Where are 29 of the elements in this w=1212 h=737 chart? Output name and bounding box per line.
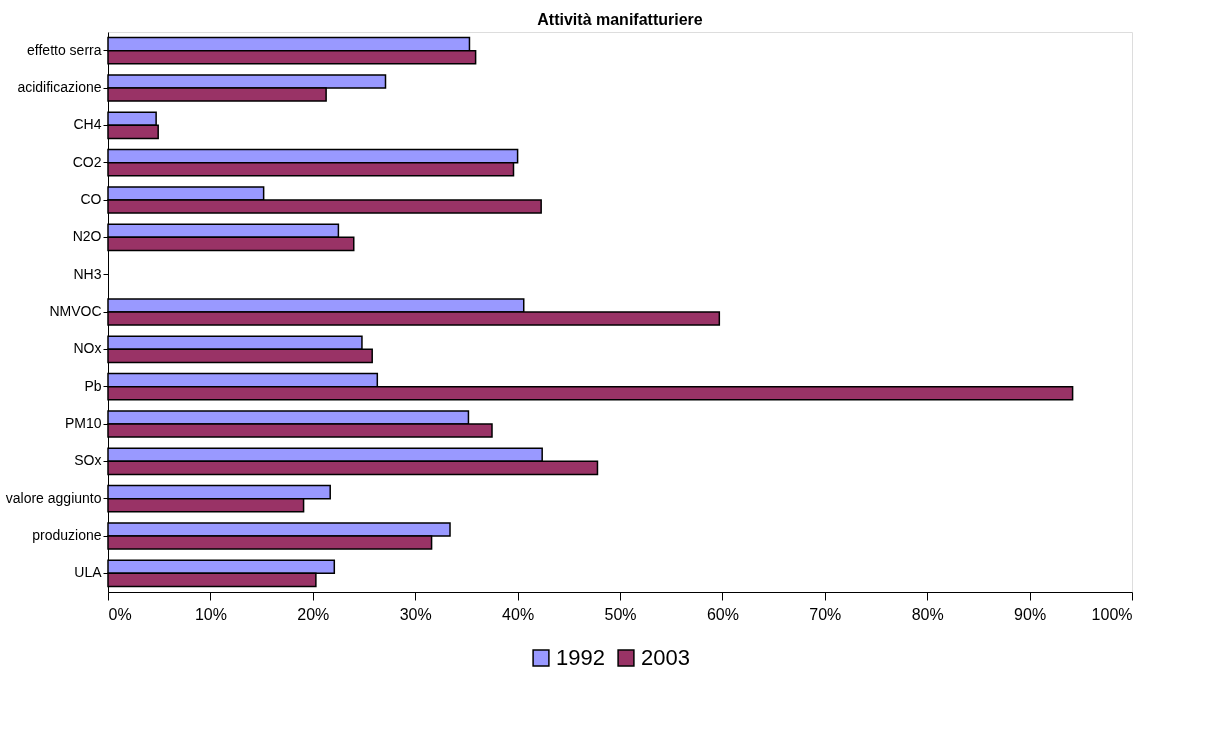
y-tick-label: PM10 [64,415,102,431]
legend-label: 1992 [556,645,605,670]
x-tick-label: 0% [108,605,132,623]
y-tick-label: effetto serra [27,41,102,58]
y-tick-label: CH4 [73,116,102,133]
y-tick-label: ULA [74,564,103,581]
y-tick-label: CO2 [72,153,102,170]
y-tick-label: Pb [84,377,102,394]
x-tick-label: 70% [809,605,842,623]
x-tick-label: 100% [1091,605,1133,623]
chart-title: Attività manifatturiere [537,11,703,28]
x-tick-label: 80% [911,605,944,623]
y-tick-label: acidificazione [17,79,102,95]
x-tick-label: 10% [194,605,227,623]
y-tick-label: CO [80,191,102,207]
y-tick-label: NH3 [73,265,102,282]
x-tick-label: 40% [502,605,535,623]
y-tick-label: NOx [73,340,102,357]
y-tick-label: N2O [72,228,102,245]
y-tick-label: produzione [32,527,102,543]
x-tick-label: 20% [297,605,330,623]
legend-label: 2003 [641,645,690,670]
x-tick-label: 50% [604,605,637,623]
x-tick-label: 90% [1014,605,1047,623]
x-tick-label: 60% [706,605,739,623]
x-tick-label: 30% [399,605,432,623]
y-tick-label: SOx [74,452,102,469]
y-tick-label: NMVOC [49,303,102,319]
y-tick-label: valore aggiunto [5,489,102,506]
